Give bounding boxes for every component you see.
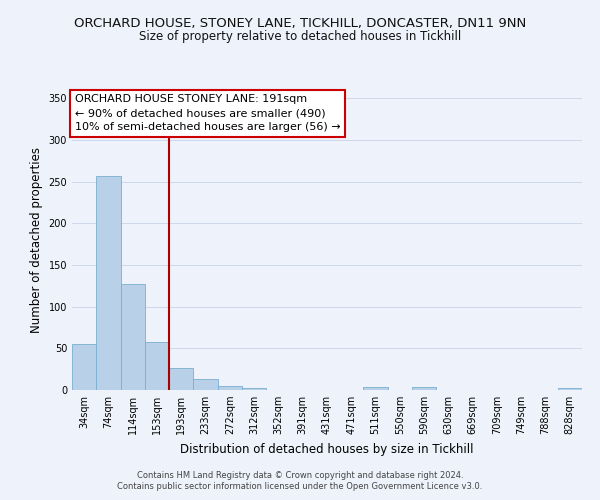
Text: Size of property relative to detached houses in Tickhill: Size of property relative to detached ho…	[139, 30, 461, 43]
Text: Contains public sector information licensed under the Open Government Licence v3: Contains public sector information licen…	[118, 482, 482, 491]
Bar	[145, 342, 169, 390]
Text: ORCHARD HOUSE STONEY LANE: 191sqm
← 90% of detached houses are smaller (490)
10%: ORCHARD HOUSE STONEY LANE: 191sqm ← 90% …	[74, 94, 340, 132]
X-axis label: Distribution of detached houses by size in Tickhill: Distribution of detached houses by size …	[180, 442, 474, 456]
Bar	[72, 344, 96, 390]
Bar	[121, 284, 145, 390]
Bar	[412, 386, 436, 390]
Bar	[364, 386, 388, 390]
Bar	[193, 379, 218, 390]
Bar	[558, 388, 582, 390]
Bar	[169, 368, 193, 390]
Bar	[242, 388, 266, 390]
Bar	[218, 386, 242, 390]
Y-axis label: Number of detached properties: Number of detached properties	[30, 147, 43, 333]
Bar	[96, 176, 121, 390]
Text: Contains HM Land Registry data © Crown copyright and database right 2024.: Contains HM Land Registry data © Crown c…	[137, 471, 463, 480]
Text: ORCHARD HOUSE, STONEY LANE, TICKHILL, DONCASTER, DN11 9NN: ORCHARD HOUSE, STONEY LANE, TICKHILL, DO…	[74, 18, 526, 30]
